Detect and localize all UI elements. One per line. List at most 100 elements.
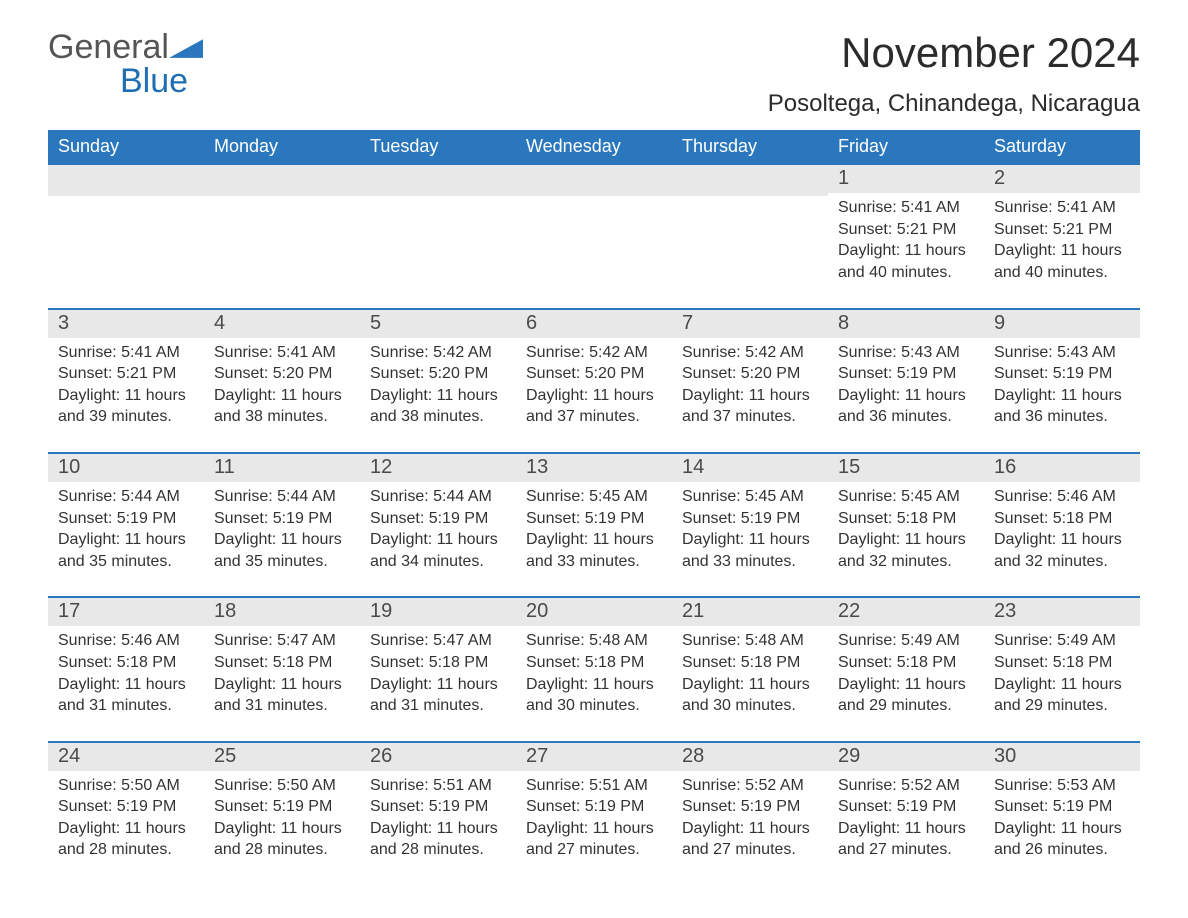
sunset-line: Sunset: 5:19 PM [370,508,506,530]
sunset-line: Sunset: 5:19 PM [838,796,974,818]
day-number-empty [672,165,828,196]
daylight-line: Daylight: 11 hours and 36 minutes. [838,385,974,428]
day-number: 9 [984,310,1140,338]
day-number: 8 [828,310,984,338]
daylight-line: Daylight: 11 hours and 40 minutes. [994,240,1130,283]
sunrise-line: Sunrise: 5:45 AM [526,486,662,508]
daylight-line: Daylight: 11 hours and 35 minutes. [58,529,194,572]
sunrise-line: Sunrise: 5:42 AM [526,342,662,364]
day-cell: 2Sunrise: 5:41 AMSunset: 5:21 PMDaylight… [984,165,1140,289]
day-info: Sunrise: 5:43 AMSunset: 5:19 PMDaylight:… [834,342,978,428]
sunset-line: Sunset: 5:19 PM [214,508,350,530]
weekday-tuesday: Tuesday [360,130,516,165]
daylight-line: Daylight: 11 hours and 30 minutes. [682,674,818,717]
day-cell: 5Sunrise: 5:42 AMSunset: 5:20 PMDaylight… [360,310,516,434]
day-cell: 11Sunrise: 5:44 AMSunset: 5:19 PMDayligh… [204,454,360,578]
day-number: 24 [48,743,204,771]
sunrise-line: Sunrise: 5:51 AM [526,775,662,797]
sunset-line: Sunset: 5:18 PM [682,652,818,674]
daylight-line: Daylight: 11 hours and 27 minutes. [682,818,818,861]
sunrise-line: Sunrise: 5:46 AM [994,486,1130,508]
daylight-line: Daylight: 11 hours and 32 minutes. [838,529,974,572]
day-number: 22 [828,598,984,626]
day-info: Sunrise: 5:44 AMSunset: 5:19 PMDaylight:… [366,486,510,572]
calendar-page: GeneralBlue November 2024 Posoltega, Chi… [0,0,1188,918]
logo-text-part2: Blue [120,62,188,100]
sunset-line: Sunset: 5:20 PM [214,363,350,385]
day-cell: 10Sunrise: 5:44 AMSunset: 5:19 PMDayligh… [48,454,204,578]
daylight-line: Daylight: 11 hours and 38 minutes. [214,385,350,428]
weekday-wednesday: Wednesday [516,130,672,165]
day-cell: 9Sunrise: 5:43 AMSunset: 5:19 PMDaylight… [984,310,1140,434]
day-cell: 8 Sunrise: 5:43 AMSunset: 5:19 PMDaylight… [828,310,984,434]
day-info: Sunrise: 5:51 AMSunset: 5:19 PMDaylight:… [366,775,510,861]
day-info: Sunrise: 5:46 AMSunset: 5:18 PMDaylight:… [990,486,1134,572]
sunrise-line: Sunrise: 5:44 AM [214,486,350,508]
day-info: Sunrise: 5:42 AMSunset: 5:20 PMDaylight:… [366,342,510,428]
day-number-empty [48,165,204,196]
sunrise-line: Sunrise: 5:45 AM [838,486,974,508]
daylight-line: Daylight: 11 hours and 39 minutes. [58,385,194,428]
day-number: 17 [48,598,204,626]
sunrise-line: Sunrise: 5:52 AM [838,775,974,797]
day-number: 20 [516,598,672,626]
day-cell: 18Sunrise: 5:47 AMSunset: 5:18 PMDayligh… [204,598,360,722]
day-number: 27 [516,743,672,771]
sunset-line: Sunset: 5:19 PM [994,796,1130,818]
week-row: 3 Sunrise: 5:41 AMSunset: 5:21 PMDaylight… [48,308,1140,434]
daylight-line: Daylight: 11 hours and 37 minutes. [682,385,818,428]
sunrise-line: Sunrise: 5:47 AM [370,630,506,652]
week-row: 17Sunrise: 5:46 AMSunset: 5:18 PMDayligh… [48,596,1140,722]
day-info: Sunrise: 5:41 AMSunset: 5:21 PMDaylight:… [54,342,198,428]
sunset-line: Sunset: 5:19 PM [682,796,818,818]
month-title: November 2024 [768,30,1140,76]
sunrise-line: Sunrise: 5:48 AM [682,630,818,652]
daylight-line: Daylight: 11 hours and 31 minutes. [214,674,350,717]
sunrise-line: Sunrise: 5:44 AM [58,486,194,508]
daylight-line: Daylight: 11 hours and 26 minutes. [994,818,1130,861]
day-number: 6 [516,310,672,338]
day-number: 28 [672,743,828,771]
sunrise-line: Sunrise: 5:50 AM [214,775,350,797]
day-number: 16 [984,454,1140,482]
day-info: Sunrise: 5:41 AMSunset: 5:21 PMDaylight:… [990,197,1134,283]
day-number: 12 [360,454,516,482]
sunset-line: Sunset: 5:18 PM [58,652,194,674]
sunset-line: Sunset: 5:21 PM [838,219,974,241]
week-row: 24Sunrise: 5:50 AMSunset: 5:19 PMDayligh… [48,741,1140,867]
sunset-line: Sunset: 5:19 PM [58,508,194,530]
day-info: Sunrise: 5:45 AMSunset: 5:18 PMDaylight:… [834,486,978,572]
day-number: 13 [516,454,672,482]
header: GeneralBlue November 2024 Posoltega, Chi… [48,30,1140,118]
daylight-line: Daylight: 11 hours and 36 minutes. [994,385,1130,428]
day-info: Sunrise: 5:41 AMSunset: 5:20 PMDaylight:… [210,342,354,428]
sunset-line: Sunset: 5:19 PM [370,796,506,818]
sunset-line: Sunset: 5:19 PM [526,796,662,818]
sunrise-line: Sunrise: 5:43 AM [838,342,974,364]
weekday-saturday: Saturday [984,130,1140,165]
sunrise-line: Sunrise: 5:49 AM [994,630,1130,652]
sunrise-line: Sunrise: 5:50 AM [58,775,194,797]
day-number: 15 [828,454,984,482]
daylight-line: Daylight: 11 hours and 35 minutes. [214,529,350,572]
day-cell: 26Sunrise: 5:51 AMSunset: 5:19 PMDayligh… [360,743,516,867]
daylight-line: Daylight: 11 hours and 28 minutes. [370,818,506,861]
calendar-grid: Sunday Monday Tuesday Wednesday Thursday… [48,130,1140,867]
day-info: Sunrise: 5:44 AMSunset: 5:19 PMDaylight:… [54,486,198,572]
daylight-line: Daylight: 11 hours and 34 minutes. [370,529,506,572]
daylight-line: Daylight: 11 hours and 33 minutes. [682,529,818,572]
day-cell: 28Sunrise: 5:52 AMSunset: 5:19 PMDayligh… [672,743,828,867]
day-number: 3 [48,310,204,338]
sunset-line: Sunset: 5:20 PM [526,363,662,385]
sunrise-line: Sunrise: 5:42 AM [682,342,818,364]
sunrise-line: Sunrise: 5:41 AM [994,197,1130,219]
day-number: 18 [204,598,360,626]
sunrise-line: Sunrise: 5:41 AM [58,342,194,364]
day-cell: 15 Sunrise: 5:45 AMSunset: 5:18 PMDayligh… [828,454,984,578]
day-number: 25 [204,743,360,771]
day-cell: 16 Sunrise: 5:46 AMSunset: 5:18 PMDayligh… [984,454,1140,578]
day-cell: 13Sunrise: 5:45 AMSunset: 5:19 PMDayligh… [516,454,672,578]
day-number: 4 [204,310,360,338]
week-row: 10Sunrise: 5:44 AMSunset: 5:19 PMDayligh… [48,452,1140,578]
day-info: Sunrise: 5:49 AMSunset: 5:18 PMDaylight:… [990,630,1134,716]
